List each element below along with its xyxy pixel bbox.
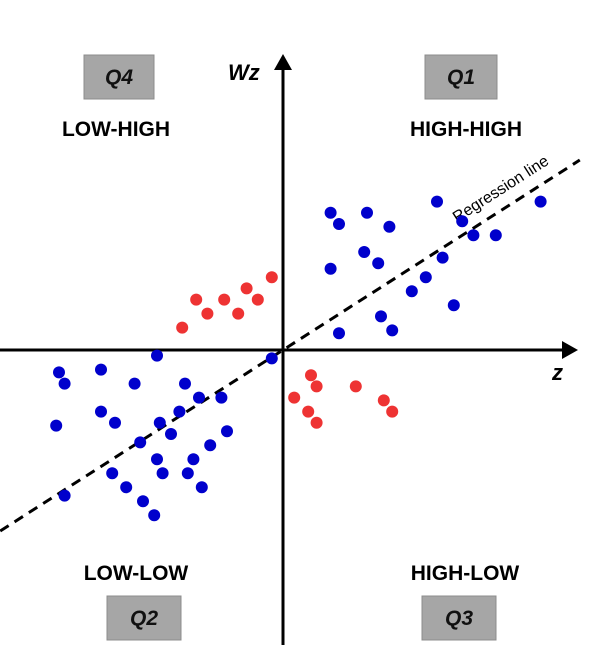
regression-line <box>0 158 581 533</box>
x-axis-arrow-icon <box>562 341 578 359</box>
quadrant-label-q4: LOW-HIGH <box>62 118 170 141</box>
data-point-s0-39 <box>106 467 119 480</box>
data-point-s0-20 <box>151 349 163 362</box>
data-point-s1-10 <box>288 391 301 404</box>
data-point-s0-43 <box>195 481 208 494</box>
quadrant-label-q3: HIGH-LOW <box>411 562 520 585</box>
data-point-s1-4 <box>232 307 245 320</box>
data-point-s1-12 <box>310 416 323 429</box>
data-point-s0-24 <box>128 377 141 390</box>
data-point-s0-17 <box>375 310 387 323</box>
quadrant-box-q3: Q3 <box>421 595 497 641</box>
data-point-s0-33 <box>221 425 233 438</box>
data-point-s1-5 <box>240 282 253 295</box>
data-point-s0-6 <box>467 229 480 242</box>
data-point-s0-25 <box>179 377 191 390</box>
data-point-s0-12 <box>405 285 418 298</box>
data-point-s1-7 <box>265 271 278 284</box>
data-point-s0-27 <box>215 391 228 404</box>
y-axis-label: Wz <box>228 60 260 85</box>
quadrant-box-q2: Q2 <box>106 595 182 641</box>
data-point-s0-13 <box>419 271 432 284</box>
data-point-s0-9 <box>324 262 337 275</box>
data-point-s0-32 <box>173 405 186 418</box>
data-point-s0-46 <box>148 509 161 522</box>
data-point-s1-3 <box>218 293 231 306</box>
data-point-s0-26 <box>193 391 205 404</box>
data-point-s0-37 <box>187 453 200 466</box>
data-point-s0-23 <box>95 363 107 376</box>
quadrant-label-q2: LOW-LOW <box>84 562 189 585</box>
quadrant-box-q4: Q4 <box>83 54 155 100</box>
data-point-s0-16 <box>333 327 345 340</box>
data-point-s0-14 <box>436 251 449 264</box>
data-point-s1-2 <box>201 307 214 320</box>
data-point-s0-42 <box>181 467 194 480</box>
quadrant-box-q1: Q1 <box>424 54 498 100</box>
quadrant-label-q1: HIGH-HIGH <box>410 118 522 141</box>
data-point-s1-1 <box>190 293 203 306</box>
data-point-s1-11 <box>302 405 315 418</box>
data-point-s0-45 <box>137 495 149 508</box>
data-point-s0-7 <box>489 229 502 242</box>
data-point-s0-35 <box>151 453 163 466</box>
data-point-s0-30 <box>109 416 121 429</box>
data-point-s0-2 <box>361 206 373 219</box>
data-points <box>50 195 547 522</box>
data-point-s1-6 <box>251 293 264 306</box>
data-point-s0-15 <box>447 299 460 312</box>
data-point-s0-10 <box>358 246 371 258</box>
data-point-s0-34 <box>134 436 147 449</box>
data-point-s0-38 <box>204 439 217 452</box>
x-axis-label: z <box>551 360 563 385</box>
data-point-s0-29 <box>95 405 107 418</box>
data-point-s1-14 <box>377 394 390 407</box>
data-point-s0-3 <box>383 220 396 233</box>
data-point-s0-36 <box>165 428 177 440</box>
svg-text:Q3: Q3 <box>445 607 473 630</box>
data-point-s0-5 <box>456 215 469 228</box>
svg-text:Q2: Q2 <box>130 607 158 630</box>
data-point-s0-22 <box>58 377 71 390</box>
svg-text:Q4: Q4 <box>105 66 133 89</box>
data-point-s1-15 <box>386 405 399 418</box>
data-point-s0-40 <box>120 481 133 494</box>
regression-line-label: Regression line <box>450 153 552 227</box>
data-point-s0-8 <box>534 195 547 208</box>
data-point-s1-9 <box>310 380 323 393</box>
data-point-s0-11 <box>372 257 385 270</box>
data-point-s1-0 <box>176 321 189 334</box>
data-point-s0-41 <box>156 467 169 480</box>
y-axis-arrow-icon <box>274 54 292 70</box>
data-point-s0-18 <box>386 324 399 337</box>
data-point-s0-31 <box>153 416 166 429</box>
data-point-s0-28 <box>50 419 63 432</box>
data-point-s0-4 <box>431 195 443 208</box>
data-point-s0-44 <box>58 489 71 502</box>
data-point-s0-0 <box>324 206 337 219</box>
data-point-s0-21 <box>53 366 65 379</box>
data-point-s1-13 <box>349 380 362 393</box>
data-point-s0-1 <box>333 218 345 230</box>
data-point-s0-19 <box>265 352 278 365</box>
svg-text:Q1: Q1 <box>447 66 475 89</box>
data-point-s1-8 <box>305 369 317 382</box>
